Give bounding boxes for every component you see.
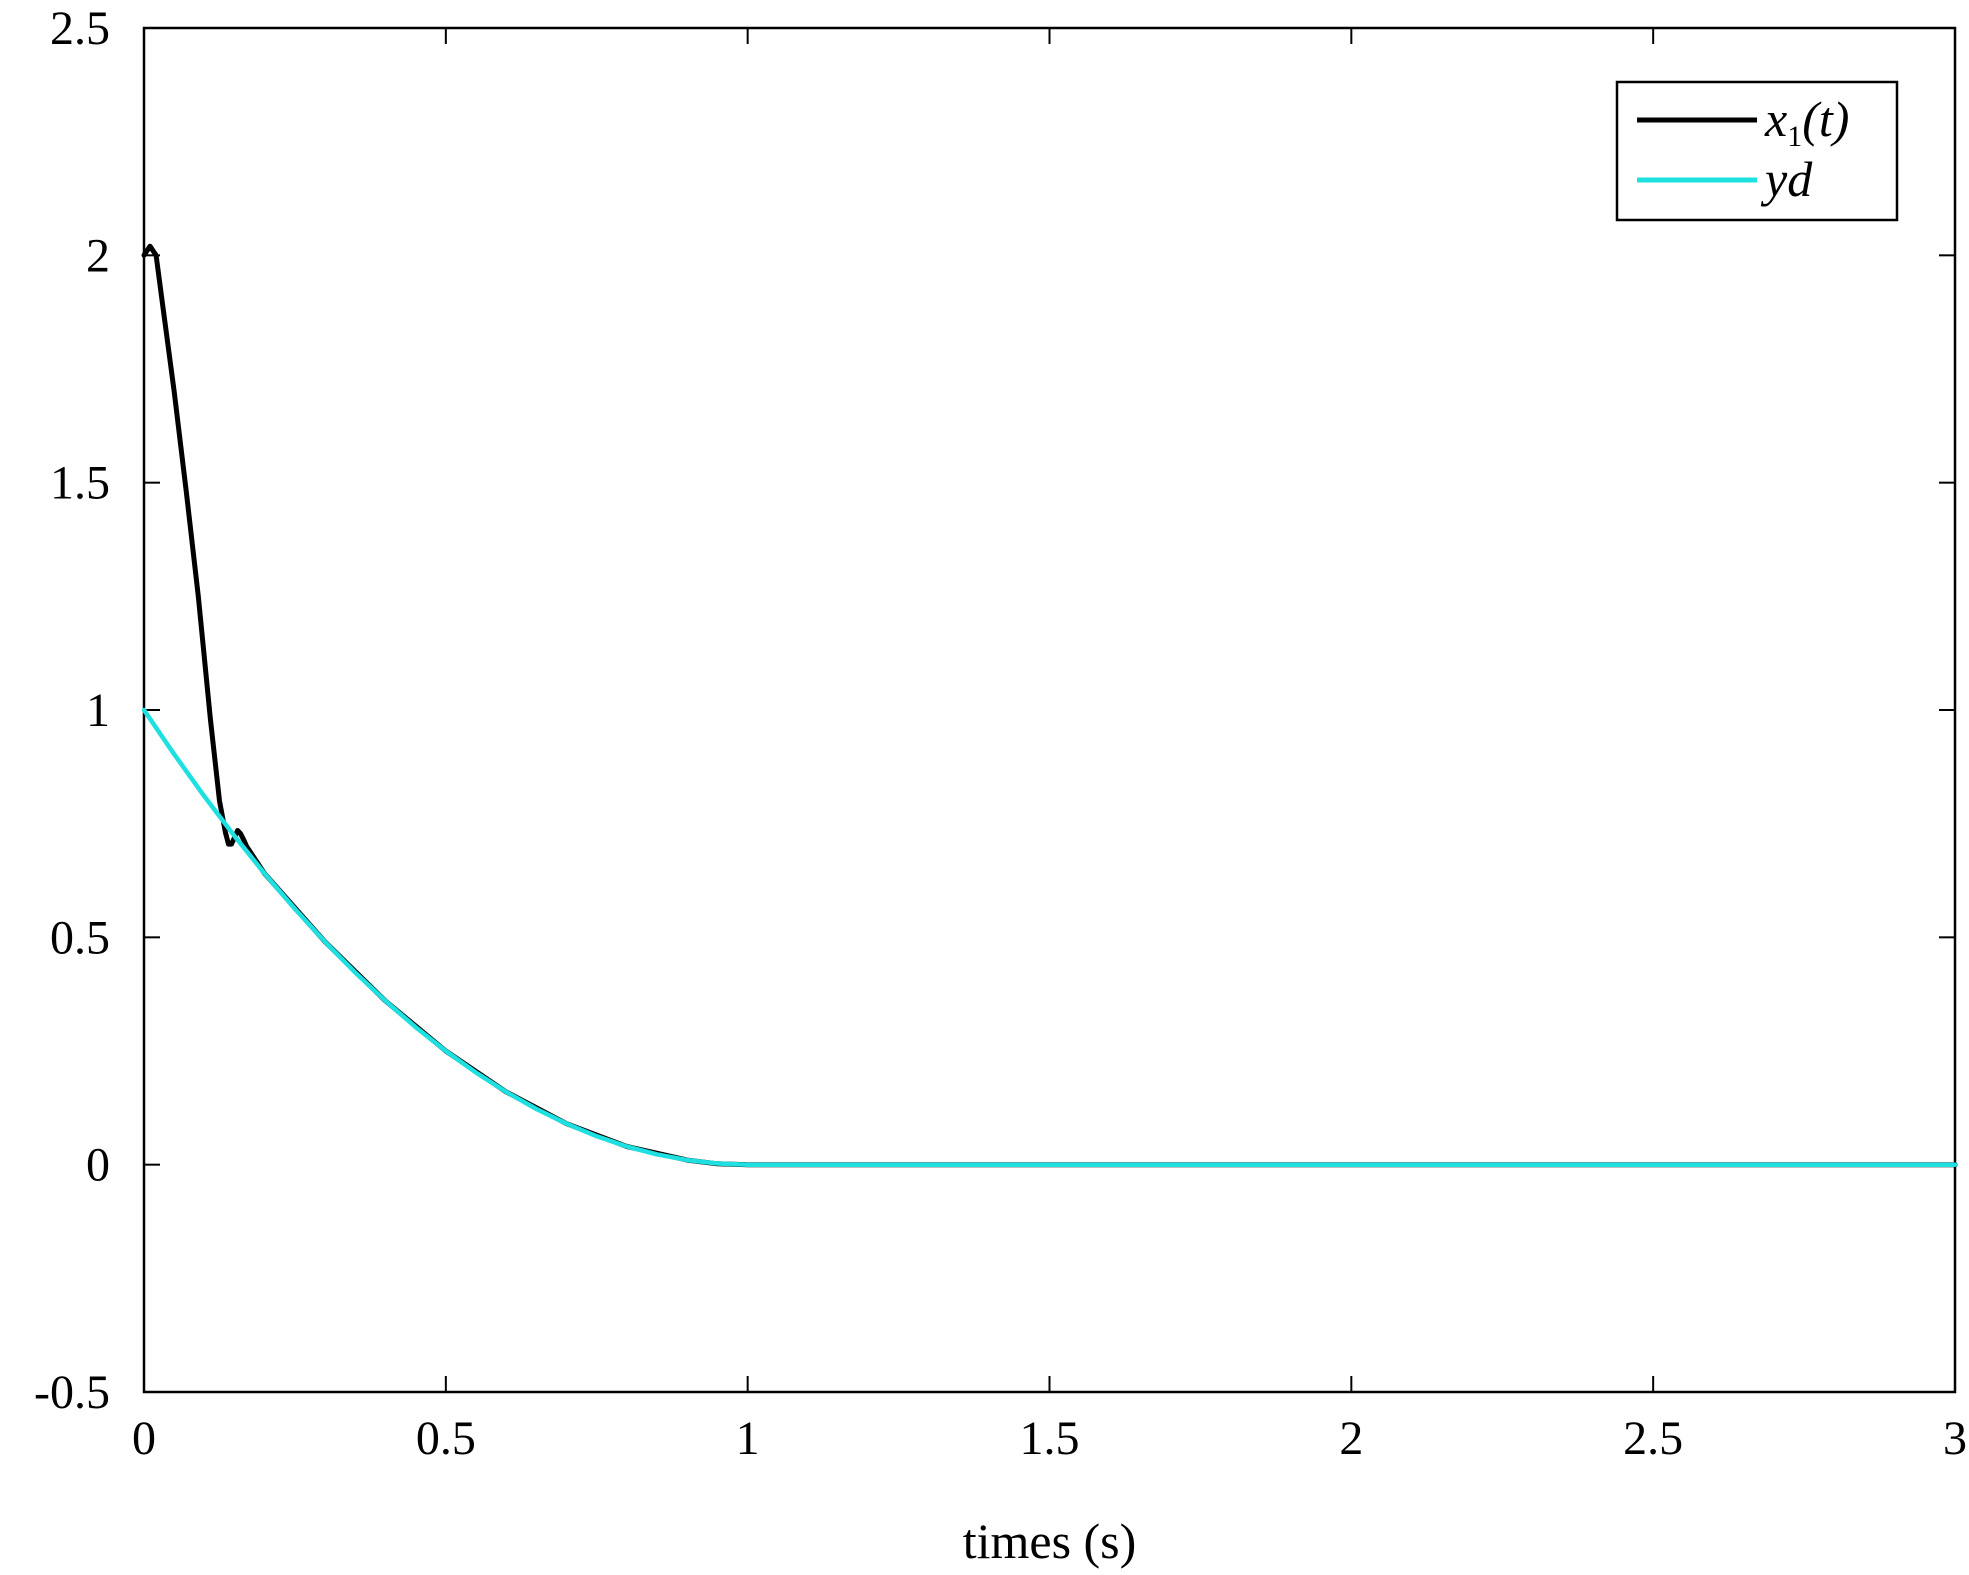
x-tick-label: 3 [1943, 1412, 1967, 1465]
y-tick-label: 2.5 [50, 2, 110, 55]
y-tick-label: 1 [86, 684, 110, 737]
y-tick-label: -0.5 [34, 1366, 110, 1419]
x-tick-label: 0 [132, 1412, 156, 1465]
x-axis-title: times (s) [963, 1513, 1137, 1569]
x-tick-label: 2.5 [1623, 1412, 1683, 1465]
y-tick-label: 0 [86, 1139, 110, 1192]
legend-box [1615, 80, 1899, 222]
series-line-yd [141, 707, 1958, 1167]
x-tick-label: 0.5 [416, 1412, 476, 1465]
x-tick-label: 1 [736, 1412, 760, 1465]
axis-tick-labels: 0 0.5 1 1.5 2 2.5 3 -0.5 0 0.5 1 1.5 2 2.5 [34, 2, 1967, 1465]
plot-area [142, 26, 1957, 1394]
legend-label: yd [1760, 151, 1813, 207]
y-tick-label: 1.5 [50, 457, 110, 510]
y-tick-label: 0.5 [50, 911, 110, 964]
legend: x1(t)yd [1615, 80, 1899, 222]
y-tick-label: 2 [86, 229, 110, 282]
series-lines [141, 243, 1958, 1168]
legend-label: x1(t) [1764, 91, 1849, 153]
x-tick-label: 2 [1339, 1412, 1363, 1465]
x-tick-label: 1.5 [1020, 1412, 1080, 1465]
